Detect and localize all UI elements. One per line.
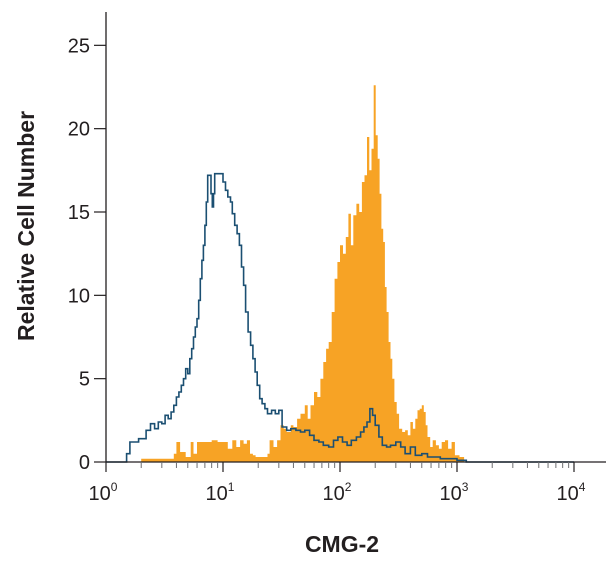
x-tick-label: 102 [323, 480, 352, 505]
x-minor-ticks [140, 462, 570, 468]
x-tick-label: 100 [89, 480, 118, 505]
y-tick-label: 10 [68, 285, 90, 307]
x-tick-label: 104 [557, 480, 586, 505]
histogram-filled-series [106, 85, 574, 463]
series-layer [106, 85, 574, 463]
y-tick-label: 20 [68, 119, 90, 141]
histogram-outline-series [106, 172, 574, 463]
x-tick-label: 101 [206, 480, 235, 505]
x-major-ticks: 100 101 102 103 104 [89, 462, 586, 505]
plot-area [106, 85, 574, 463]
y-axis-title: Relative Cell Number [13, 111, 39, 341]
y-tick-label: 0 [79, 452, 90, 474]
y-ticks: 0 5 10 15 20 25 [68, 35, 106, 474]
y-tick-label: 25 [68, 35, 90, 57]
y-tick-label: 15 [68, 202, 90, 224]
y-tick-label: 5 [79, 369, 90, 391]
axes: 100 101 102 103 104 0 5 10 15 20 25 [68, 12, 606, 505]
x-axis-title: CMG-2 [305, 531, 379, 557]
x-tick-label: 103 [440, 480, 469, 505]
